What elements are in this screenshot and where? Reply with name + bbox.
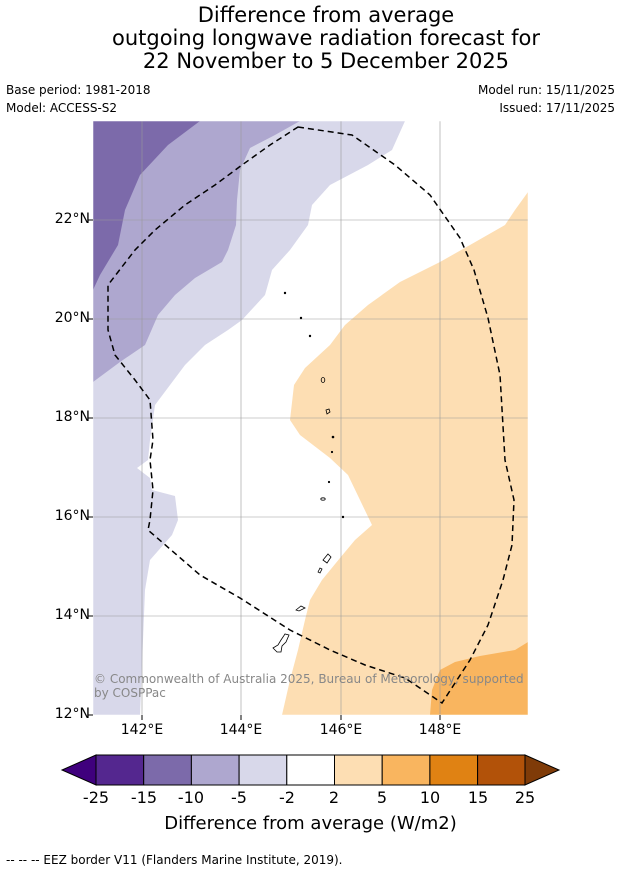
island <box>295 605 306 612</box>
lat-label-16n: 16°N <box>54 508 90 524</box>
lon-label-142e: 142°E <box>120 722 164 738</box>
eez-border <box>107 126 515 705</box>
title-line-2: outgoing longwave radiation forecast for <box>111 26 541 50</box>
colorbar-tick: 25 <box>514 788 536 807</box>
island <box>317 567 323 574</box>
lon-label-148e: 148°E <box>418 722 462 738</box>
graticule <box>93 121 528 715</box>
island <box>283 291 287 295</box>
island-guam <box>272 633 290 653</box>
colorbar-tick: -5 <box>231 788 247 807</box>
island <box>341 515 345 519</box>
island <box>322 553 332 564</box>
colorbar-segment <box>381 754 431 786</box>
title-line-1: Difference from average <box>197 3 455 27</box>
colorbar-tick: -2 <box>279 788 295 807</box>
anomaly-region-minus-10 <box>93 121 300 382</box>
colorbar-extend-low <box>60 754 97 786</box>
lat-label-12n: 12°N <box>54 706 90 722</box>
colorbar <box>60 754 561 786</box>
colorbar-title: Difference from average (W/m2) <box>164 813 457 834</box>
meta-left: Base period: 1981-2018 Model: ACCESS-S2 <box>6 81 151 117</box>
axis-ticks <box>88 219 441 720</box>
issued-date: Issued: 17/11/2025 <box>499 101 615 115</box>
colorbar-tick: -25 <box>82 788 110 807</box>
footer-note: -- -- -- EEZ border V11 (Flanders Marine… <box>6 853 343 867</box>
colorbar-tick: 10 <box>419 788 441 807</box>
colorbar-segment <box>334 754 383 786</box>
meta-right: Model run: 15/11/2025 Issued: 17/11/2025 <box>478 81 615 117</box>
colorbar-segment <box>95 754 145 786</box>
colorbar-segment <box>429 754 479 786</box>
island <box>331 435 335 439</box>
island <box>299 316 303 320</box>
colorbar-tick: 2 <box>328 788 340 807</box>
island <box>330 450 334 454</box>
lat-label-22n: 22°N <box>54 211 90 227</box>
model-run: Model run: 15/11/2025 <box>477 83 615 97</box>
colorbar-segment <box>286 754 335 786</box>
lat-label-20n: 20°N <box>54 310 90 326</box>
copyright-notice: © Commonwealth of Australia 2025, Bureau… <box>94 672 524 700</box>
islands <box>272 291 345 653</box>
anomaly-region-plus-2 <box>282 192 528 715</box>
lon-label-146e: 146°E <box>319 722 363 738</box>
island <box>320 377 326 383</box>
colorbar-extend-high <box>524 754 561 786</box>
island <box>327 480 331 484</box>
colorbar-segment <box>143 754 192 786</box>
island <box>320 497 326 501</box>
colorbar-tick: -10 <box>177 788 205 807</box>
anomaly-region-minus-15 <box>93 121 200 290</box>
lat-label-18n: 18°N <box>54 409 90 425</box>
lat-label-14n: 14°N <box>54 607 90 623</box>
colorbar-tick: 5 <box>376 788 388 807</box>
colorbar-segment <box>238 754 288 786</box>
chart-title: Difference from average outgoing longwav… <box>0 4 621 73</box>
model-name: Model: ACCESS-S2 <box>6 101 118 115</box>
colorbar-segment <box>190 754 240 786</box>
lon-label-144e: 144°E <box>219 722 263 738</box>
map-area <box>93 121 528 715</box>
colorbar-tick: 15 <box>467 788 489 807</box>
colorbar-segment <box>477 754 526 786</box>
title-line-3: 22 November to 5 December 2025 <box>142 49 510 73</box>
island <box>325 408 331 415</box>
anomaly-region-plus-5 <box>430 642 528 715</box>
colorbar-tick: -15 <box>130 788 158 807</box>
base-period: Base period: 1981-2018 <box>6 83 151 97</box>
island <box>308 334 312 338</box>
